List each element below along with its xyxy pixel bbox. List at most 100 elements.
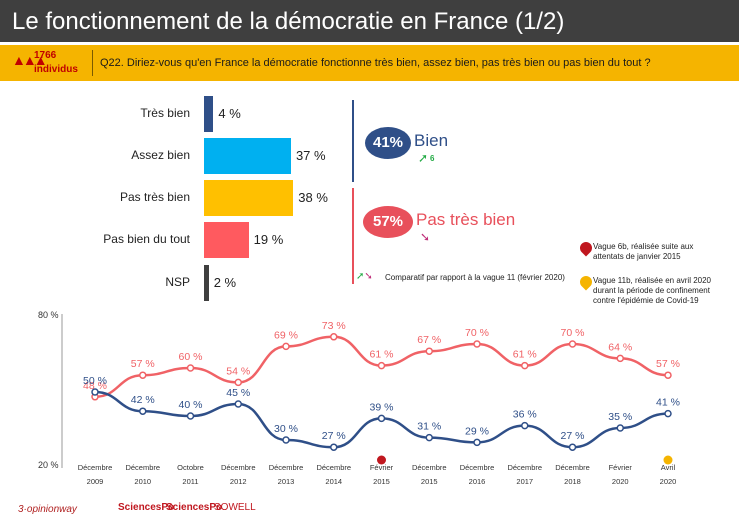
series-red-point — [664, 371, 672, 379]
sciencespo-cevipof-logo: SciencesPo — [166, 502, 223, 513]
x-tick-label: Décembre — [221, 463, 256, 472]
bar-pas-tres-bien — [204, 180, 294, 216]
series-blue-point — [521, 421, 529, 430]
down-arrow-icon: ➘ — [420, 230, 431, 244]
series-red-point — [330, 333, 338, 341]
series-red-data-label: 73 % — [322, 320, 346, 332]
x-tick-label: Février — [370, 463, 394, 472]
question-bar — [0, 45, 739, 81]
sample-count: 1766 — [34, 50, 57, 61]
series-blue-data-label: 42 % — [131, 394, 155, 406]
x-tick-label: Décembre — [507, 463, 542, 472]
question-divider — [92, 50, 93, 76]
series-red-data-label: 70 % — [561, 327, 585, 339]
x-tick-label: 2013 — [278, 477, 295, 486]
series-blue-data-label: 40 % — [179, 399, 203, 411]
series-blue-data-label: 29 % — [465, 425, 489, 437]
x-tick-label: 2015 — [373, 477, 390, 486]
pas-bien-label: Pas très bien — [416, 210, 516, 229]
series-red-point — [139, 371, 147, 379]
page-title: Le fonctionnement de la démocratie en Fr… — [12, 8, 565, 35]
confinement-marker-icon — [577, 273, 595, 291]
series-blue-data-label: 36 % — [513, 409, 537, 421]
series-red-point — [521, 361, 529, 370]
series-red-data-label: 61 % — [370, 349, 394, 361]
series-blue-point — [91, 388, 99, 396]
attack-marker-icon — [377, 455, 386, 465]
series-red-data-label: 57 % — [656, 358, 680, 370]
y-tick-label: 20 % — [38, 460, 59, 470]
compare-arrows-icon: ➚➘ — [356, 271, 373, 282]
bar-value-pas-tres-bien: 38 % — [298, 190, 328, 205]
x-tick-label: 2012 — [230, 477, 247, 486]
footer-logos: 3·opinionway SciencesPo SciencesPo SOWEL… — [0, 494, 739, 528]
x-tick-label: Décembre — [78, 463, 113, 472]
title-bar: Le fonctionnement de la démocratie en Fr… — [0, 0, 739, 42]
x-tick-label: 2015 — [421, 477, 438, 486]
attack-marker-icon — [577, 239, 595, 257]
compare-note: Comparatif par rapport à la vague 11 (fé… — [385, 273, 565, 282]
x-tick-label: 2009 — [87, 477, 104, 486]
series-blue-data-label: 31 % — [417, 421, 441, 433]
question-text: Q22. Diriez-vous qu'en France la démocra… — [100, 57, 651, 69]
bar-label-tres-bien: Très bien — [140, 106, 190, 120]
bar-value-assez-bien: 37 % — [295, 148, 326, 163]
bien-label: Bien — [414, 131, 449, 150]
series-red-data-label: 70 % — [465, 327, 489, 339]
series-blue-point — [473, 438, 481, 447]
series-blue-data-label: 27 % — [561, 430, 585, 442]
bar-value-nsp: 2 % — [213, 275, 237, 290]
series-red-point — [568, 340, 577, 348]
series-red-data-label: 67 % — [417, 334, 441, 346]
sample-label: individus — [34, 64, 78, 75]
x-tick-label: Décembre — [412, 463, 447, 472]
x-tick-label: Décembre — [316, 463, 351, 472]
series-blue-point — [377, 414, 386, 423]
bar-label-pas-tres-bien: Pas très bien — [119, 190, 190, 204]
x-tick-label: 2017 — [516, 477, 533, 486]
bar-value-pas-bien-du-tout: 19 % — [253, 232, 284, 247]
sample-size-badge: ▲▲▲ 1766 individus — [10, 48, 88, 78]
opinionway-logo: 3·opinionway — [18, 504, 77, 515]
series-red-data-label: 64 % — [608, 341, 632, 353]
x-tick-label: 2014 — [325, 477, 342, 486]
pas-bien-percentage: 57% — [363, 206, 413, 238]
bar-label-assez-bien: Assez bien — [131, 148, 190, 162]
x-tick-label: Décembre — [555, 463, 590, 472]
bien-bracket — [352, 100, 354, 182]
x-tick-label: 2018 — [564, 477, 581, 486]
bar-assez-bien — [204, 138, 291, 174]
x-tick-label: 2016 — [469, 477, 486, 486]
bien-change: 6 — [430, 154, 435, 163]
bien-percentage: 41% — [365, 127, 411, 159]
series-red-point — [377, 361, 386, 370]
series-blue-data-label: 45 % — [226, 387, 250, 399]
note-wave-6b: Vague 6b, réalisée suite aux attentats d… — [593, 242, 694, 261]
series-red-point — [616, 354, 624, 363]
series-blue-point — [664, 409, 672, 418]
people-icon: ▲▲▲ — [12, 52, 48, 68]
series-blue-point — [234, 400, 242, 408]
series-red-data-label: 57 % — [131, 358, 155, 370]
series-blue-point — [330, 443, 338, 451]
series-blue-data-label: 41 % — [656, 397, 680, 409]
bar-value-tres-bien: 4 % — [218, 106, 241, 121]
series-blue-point — [568, 443, 577, 451]
bar-label-pas-bien-du-tout: Pas bien du tout — [103, 232, 190, 246]
x-tick-label: Avril — [661, 463, 676, 472]
up-arrow-icon: ➚ — [418, 151, 429, 165]
x-tick-label: Février — [609, 463, 633, 472]
series-red-point — [186, 364, 195, 372]
series-red-data-label: 69 % — [274, 329, 298, 341]
series-red-point — [473, 340, 481, 348]
bar-label-nsp: NSP — [165, 275, 190, 289]
series-red-data-label: 61 % — [513, 349, 537, 361]
series-red-data-label: 48 % — [83, 380, 107, 392]
x-tick-label: 2011 — [182, 477, 198, 486]
x-tick-label: Octobre — [177, 463, 204, 472]
series-red-data-label: 54 % — [226, 365, 250, 377]
x-tick-label: 2020 — [660, 477, 677, 486]
x-tick-label: 2010 — [134, 477, 151, 486]
note-wave-11b: Vague 11b, réalisée en avril 2020 durant… — [593, 276, 712, 305]
series-red-point — [425, 347, 433, 355]
